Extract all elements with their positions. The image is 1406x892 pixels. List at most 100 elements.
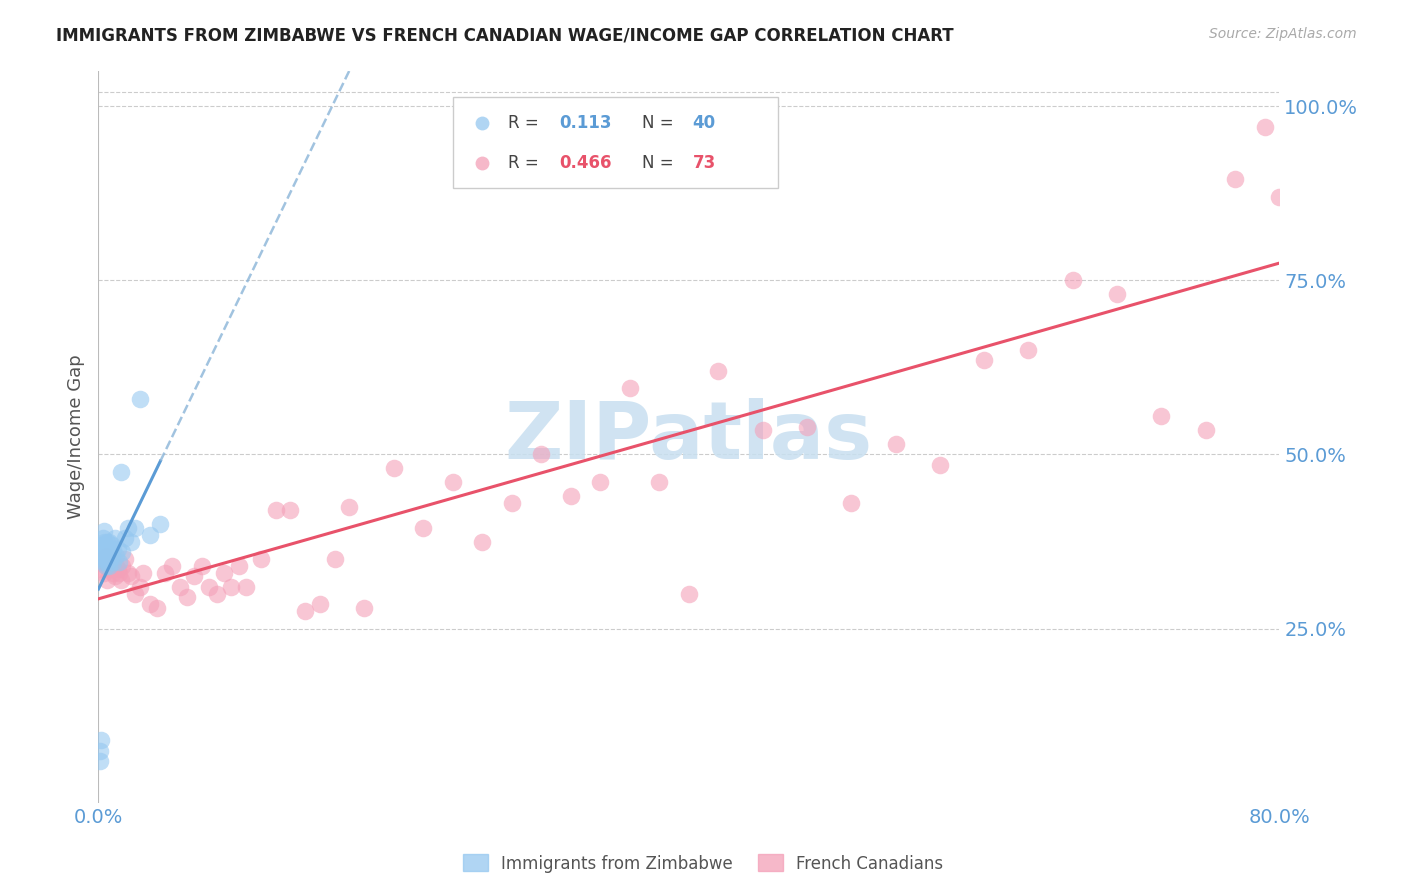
Point [124,587,146,601]
Point [1017,343,1039,357]
Point [89,552,111,566]
Point [90,562,112,576]
Point [153,566,176,580]
Point [96,534,118,549]
Point [501,496,523,510]
Point [619,381,641,395]
Text: 0.113: 0.113 [560,113,612,131]
Point [382,461,405,475]
Point [132,566,155,580]
Point [110,465,132,479]
Point [183,569,205,583]
Point [91,531,114,545]
Point [124,521,146,535]
Point [162,558,183,573]
Point [108,556,131,570]
Point [751,423,773,437]
Point [117,521,139,535]
Point [98,562,121,576]
Point [567,148,589,162]
Point [94,552,117,566]
Point [176,591,198,605]
Point [146,600,169,615]
Point [1298,120,1320,134]
Point [128,580,150,594]
Point [530,448,553,462]
Point [91,549,114,563]
Point [841,496,863,510]
Point [114,552,136,566]
FancyBboxPatch shape [453,97,778,188]
Point [471,534,494,549]
Point [89,743,111,757]
Point [796,419,818,434]
Point [339,500,360,514]
Point [97,545,120,559]
Point [103,556,125,570]
Point [228,558,250,573]
Point [1254,120,1277,134]
Point [1268,190,1291,204]
Point [114,531,136,545]
Point [1105,287,1128,301]
Point [928,458,950,472]
Point [96,573,118,587]
Point [100,538,122,552]
Point [97,558,120,573]
Point [412,521,434,535]
Point [149,517,172,532]
Text: IMMIGRANTS FROM ZIMBABWE VS FRENCH CANADIAN WAGE/INCOME GAP CORRELATION CHART: IMMIGRANTS FROM ZIMBABWE VS FRENCH CANAD… [56,27,953,45]
Point [91,538,114,552]
Point [1150,409,1173,424]
Point [94,558,117,573]
Point [139,597,162,611]
Point [309,597,332,611]
Legend: Immigrants from Zimbabwe, French Canadians: Immigrants from Zimbabwe, French Canadia… [456,847,950,880]
Point [96,556,118,570]
Point [323,552,346,566]
Point [567,186,589,201]
Point [111,545,134,559]
Point [1282,110,1305,124]
Text: N =: N = [641,113,679,131]
Point [105,549,128,563]
Point [108,566,131,580]
Point [91,556,114,570]
Point [104,531,127,545]
Point [93,545,115,559]
Point [97,558,120,573]
Point [93,524,115,538]
Point [205,587,228,601]
Text: 0.466: 0.466 [560,153,612,172]
Point [111,558,134,573]
Point [91,556,114,570]
Point [93,534,115,549]
Point [353,600,375,615]
Point [100,556,122,570]
Point [678,587,700,601]
Point [94,549,117,563]
Point [117,566,139,580]
Point [107,541,129,556]
Text: Source: ZipAtlas.com: Source: ZipAtlas.com [1209,27,1357,41]
Point [1223,172,1246,186]
Point [97,534,120,549]
Point [120,534,142,549]
Y-axis label: Wage/Income Gap: Wage/Income Gap [66,355,84,519]
Point [1195,423,1218,437]
Point [90,538,112,552]
Point [96,545,118,559]
Point [648,475,671,490]
Point [103,566,125,580]
Point [89,754,111,768]
Point [94,558,117,573]
Point [589,475,612,490]
Point [120,569,142,583]
Point [441,475,464,490]
Text: 73: 73 [693,153,716,172]
Point [198,580,221,594]
Point [103,541,125,556]
Point [294,604,316,618]
Point [212,566,235,580]
Point [98,541,121,556]
